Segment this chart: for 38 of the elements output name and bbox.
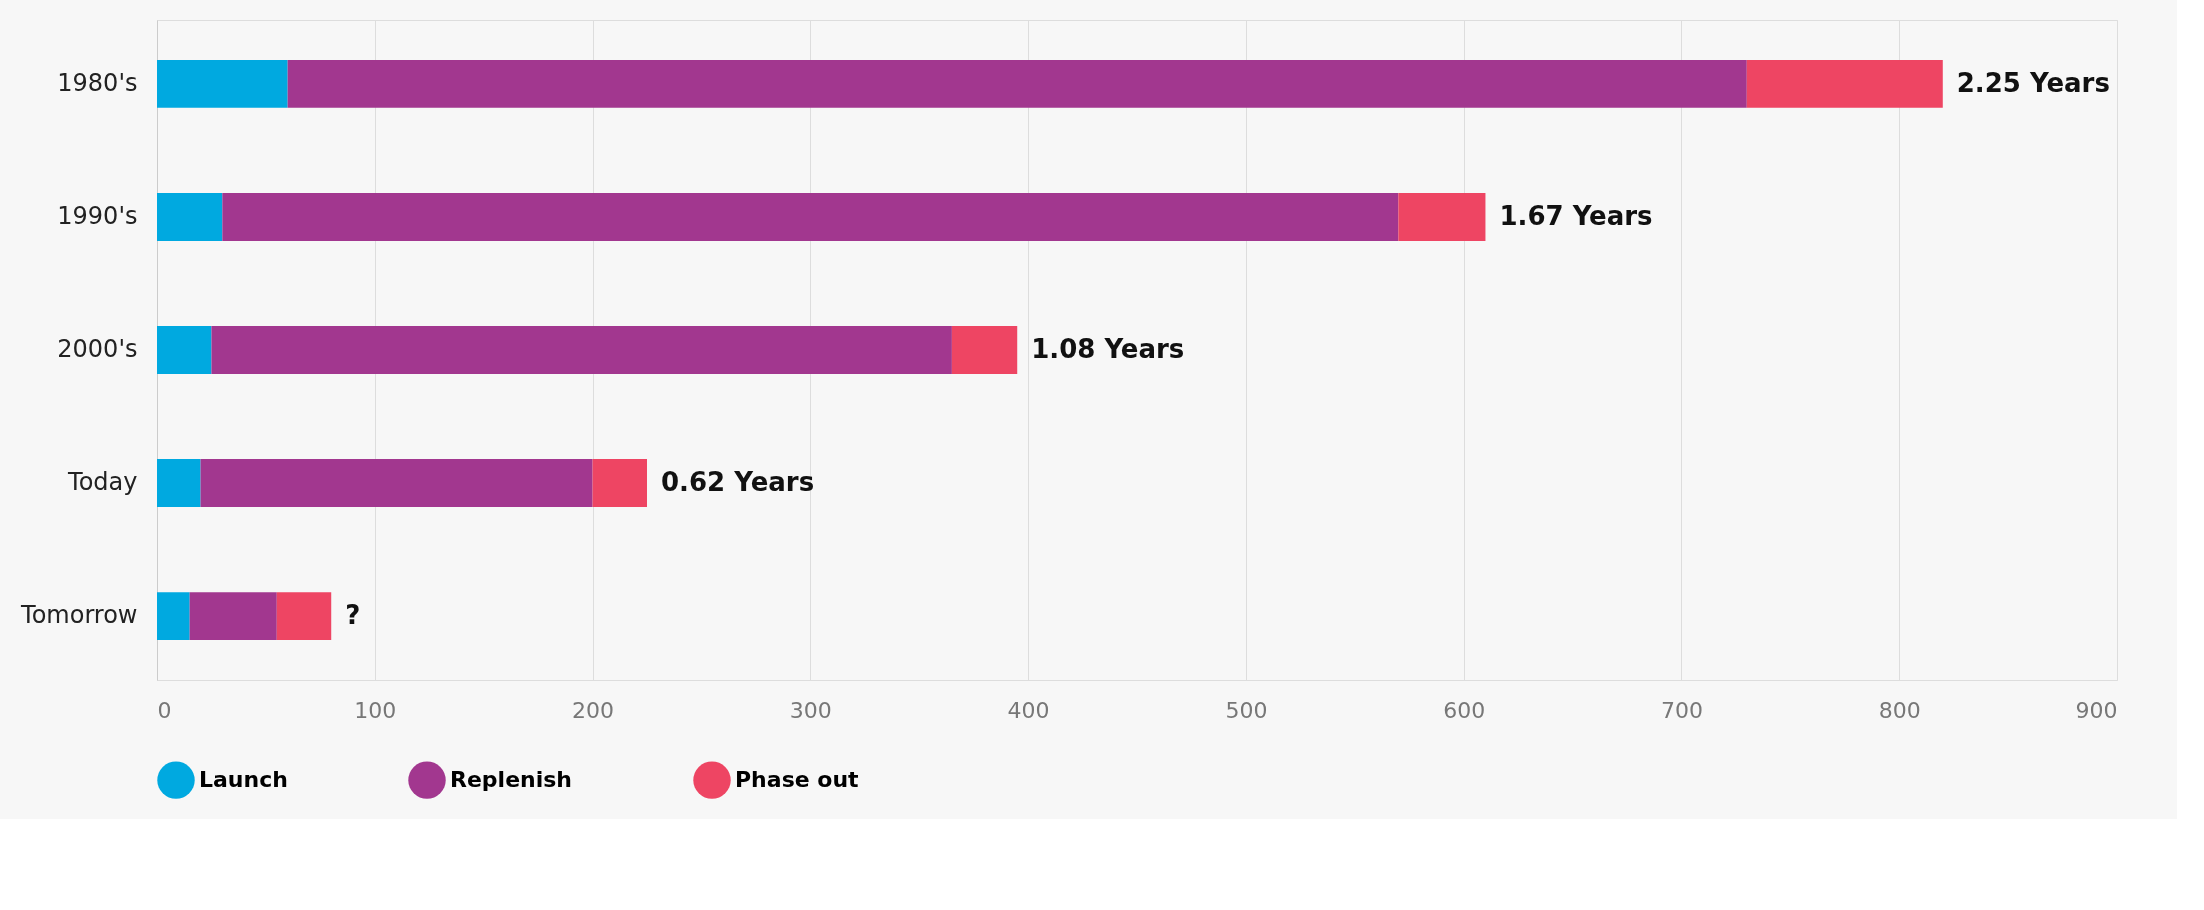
x-tick-label: 0 — [157, 697, 172, 723]
bar — [157, 326, 212, 374]
bar — [189, 592, 277, 641]
annotation: ? — [345, 600, 361, 631]
legend-label: Phase out — [735, 767, 860, 793]
x-tick-label: 600 — [1443, 697, 1486, 723]
x-tick-label: 100 — [354, 697, 397, 723]
x-tick-label: 700 — [1660, 697, 1703, 723]
y-tick-label: Today — [67, 468, 138, 497]
x-tick-label: 400 — [1007, 697, 1050, 723]
y-tick-label: 1980's — [57, 68, 138, 97]
bar — [211, 326, 952, 374]
y-tick-label: 1990's — [57, 201, 138, 230]
x-tick-label: 800 — [1878, 697, 1921, 723]
bar — [157, 592, 190, 641]
bar — [157, 459, 201, 508]
bar — [222, 192, 1399, 241]
x-tick-label: 900 — [2075, 697, 2118, 723]
annotation: 0.62 Years — [661, 467, 815, 498]
bar — [951, 326, 1018, 374]
y-tick-label: 2000's — [57, 335, 138, 363]
bar — [276, 592, 332, 641]
bar — [157, 192, 223, 241]
bar — [1398, 192, 1486, 241]
annotation: 1.08 Years — [1031, 334, 1185, 364]
bar — [592, 459, 647, 508]
annotation: 2.25 Years — [1956, 67, 2110, 98]
x-tick-label: 300 — [789, 697, 832, 723]
bar — [157, 59, 288, 108]
legend-label: Replenish — [450, 767, 573, 793]
bar — [1746, 59, 1943, 108]
bar — [200, 459, 593, 508]
x-tick-label: 500 — [1225, 697, 1268, 723]
annotation: 1.67 Years — [1499, 200, 1653, 231]
legend-label: Launch — [199, 767, 288, 793]
bar — [287, 59, 1747, 108]
y-tick-label: Tomorrow — [20, 601, 138, 630]
x-tick-label: 200 — [572, 697, 615, 723]
